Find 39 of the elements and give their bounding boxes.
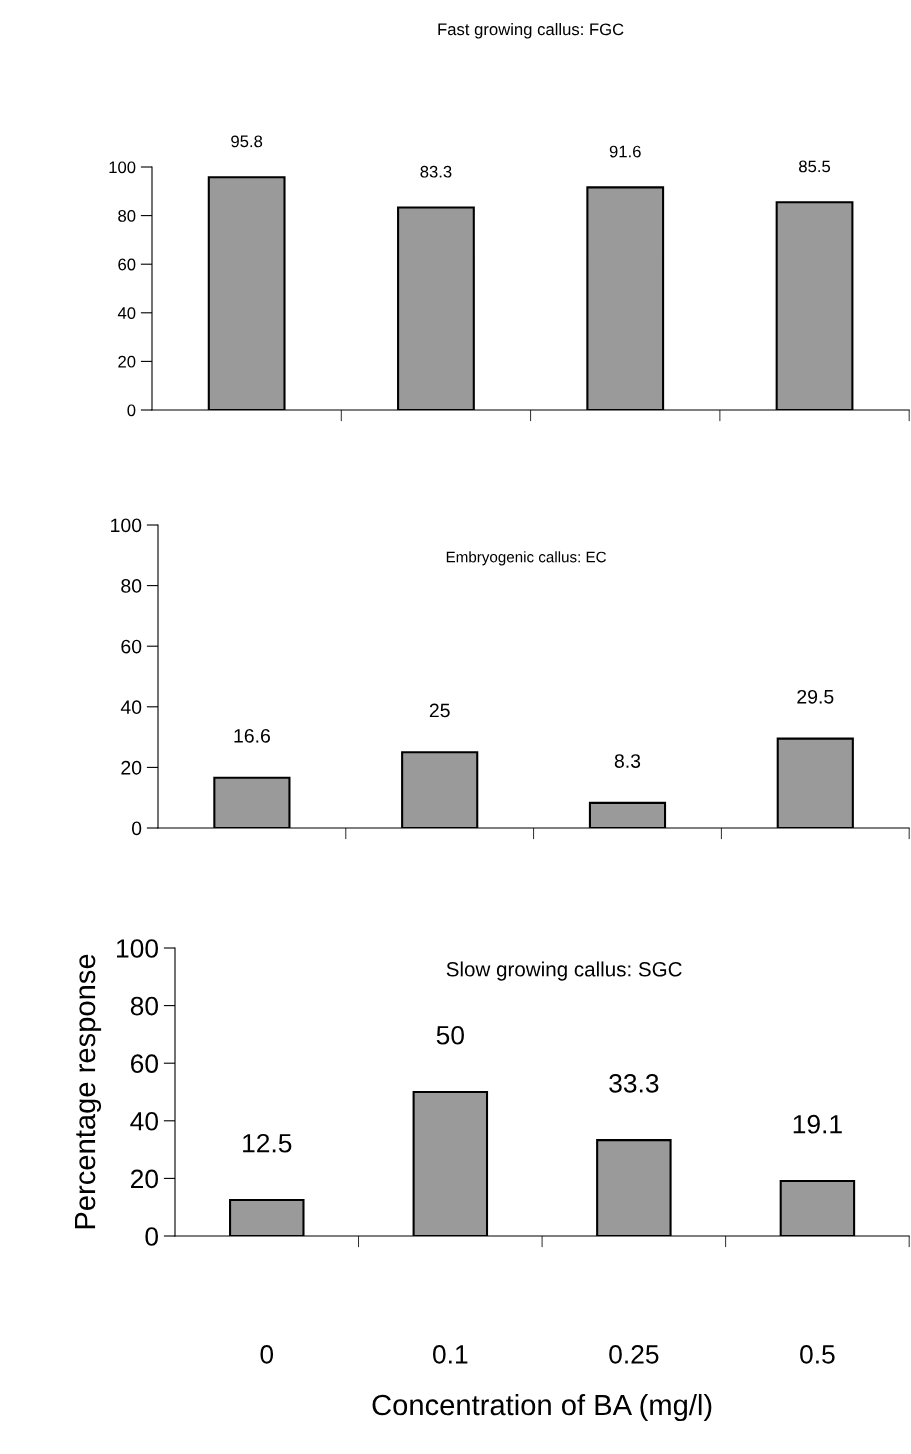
- x-tick-label: 0.5: [800, 1345, 835, 1364]
- data-label: 29.5: [797, 689, 834, 704]
- y-tick-label: 60: [118, 258, 136, 271]
- data-label: 85.5: [799, 160, 831, 173]
- data-label: 12.5: [243, 1133, 292, 1153]
- text: Embryogenic callus: EC: [446, 551, 606, 566]
- y-tick-label: 20: [131, 1169, 158, 1189]
- y-axis-title: Percentage response: [75, 954, 102, 1229]
- y-tick-label: 80: [121, 579, 142, 593]
- y-tick-label: 80: [118, 210, 136, 222]
- chart-title: Fast growing callus: FGC: [438, 22, 624, 39]
- data-label: 91.6: [609, 145, 641, 158]
- y-tick-label: 0: [145, 1227, 158, 1246]
- y-tick-label: 60: [131, 1054, 158, 1074]
- y-tick-label: 60: [121, 639, 142, 654]
- x-axis-title: Concentration of BA (mg/l): [372, 1393, 712, 1422]
- y-tick-label: 40: [120, 700, 142, 715]
- data-label: 19.1: [793, 1114, 842, 1134]
- data-label: 83.3: [420, 165, 452, 178]
- x-tick-label: 0: [260, 1345, 274, 1364]
- y-tick-label: 40: [117, 307, 136, 319]
- y-tick-label: 100: [109, 161, 136, 174]
- x-tick-label: 0.25: [609, 1345, 659, 1364]
- text: Slow growing callus: SGC: [446, 961, 682, 981]
- y-tick-label: 40: [130, 1111, 158, 1131]
- data-label: 8.3: [614, 754, 641, 768]
- y-tick-label: 100: [111, 518, 142, 533]
- y-tick-label: 20: [118, 355, 136, 368]
- data-label: 95.8: [231, 135, 263, 148]
- x-tick-label: 0.1: [433, 1345, 468, 1364]
- y-tick-label: 80: [130, 996, 158, 1016]
- data-label: 33.3: [609, 1073, 659, 1093]
- data-label: 16.6: [234, 728, 270, 743]
- data-label: 25: [429, 703, 450, 718]
- y-tick-label: 0: [127, 404, 136, 417]
- y-tick-label: 100: [117, 939, 158, 958]
- y-tick-label: 0: [131, 821, 142, 836]
- data-label: 50: [436, 1025, 464, 1045]
- y-tick-label: 20: [121, 760, 142, 775]
